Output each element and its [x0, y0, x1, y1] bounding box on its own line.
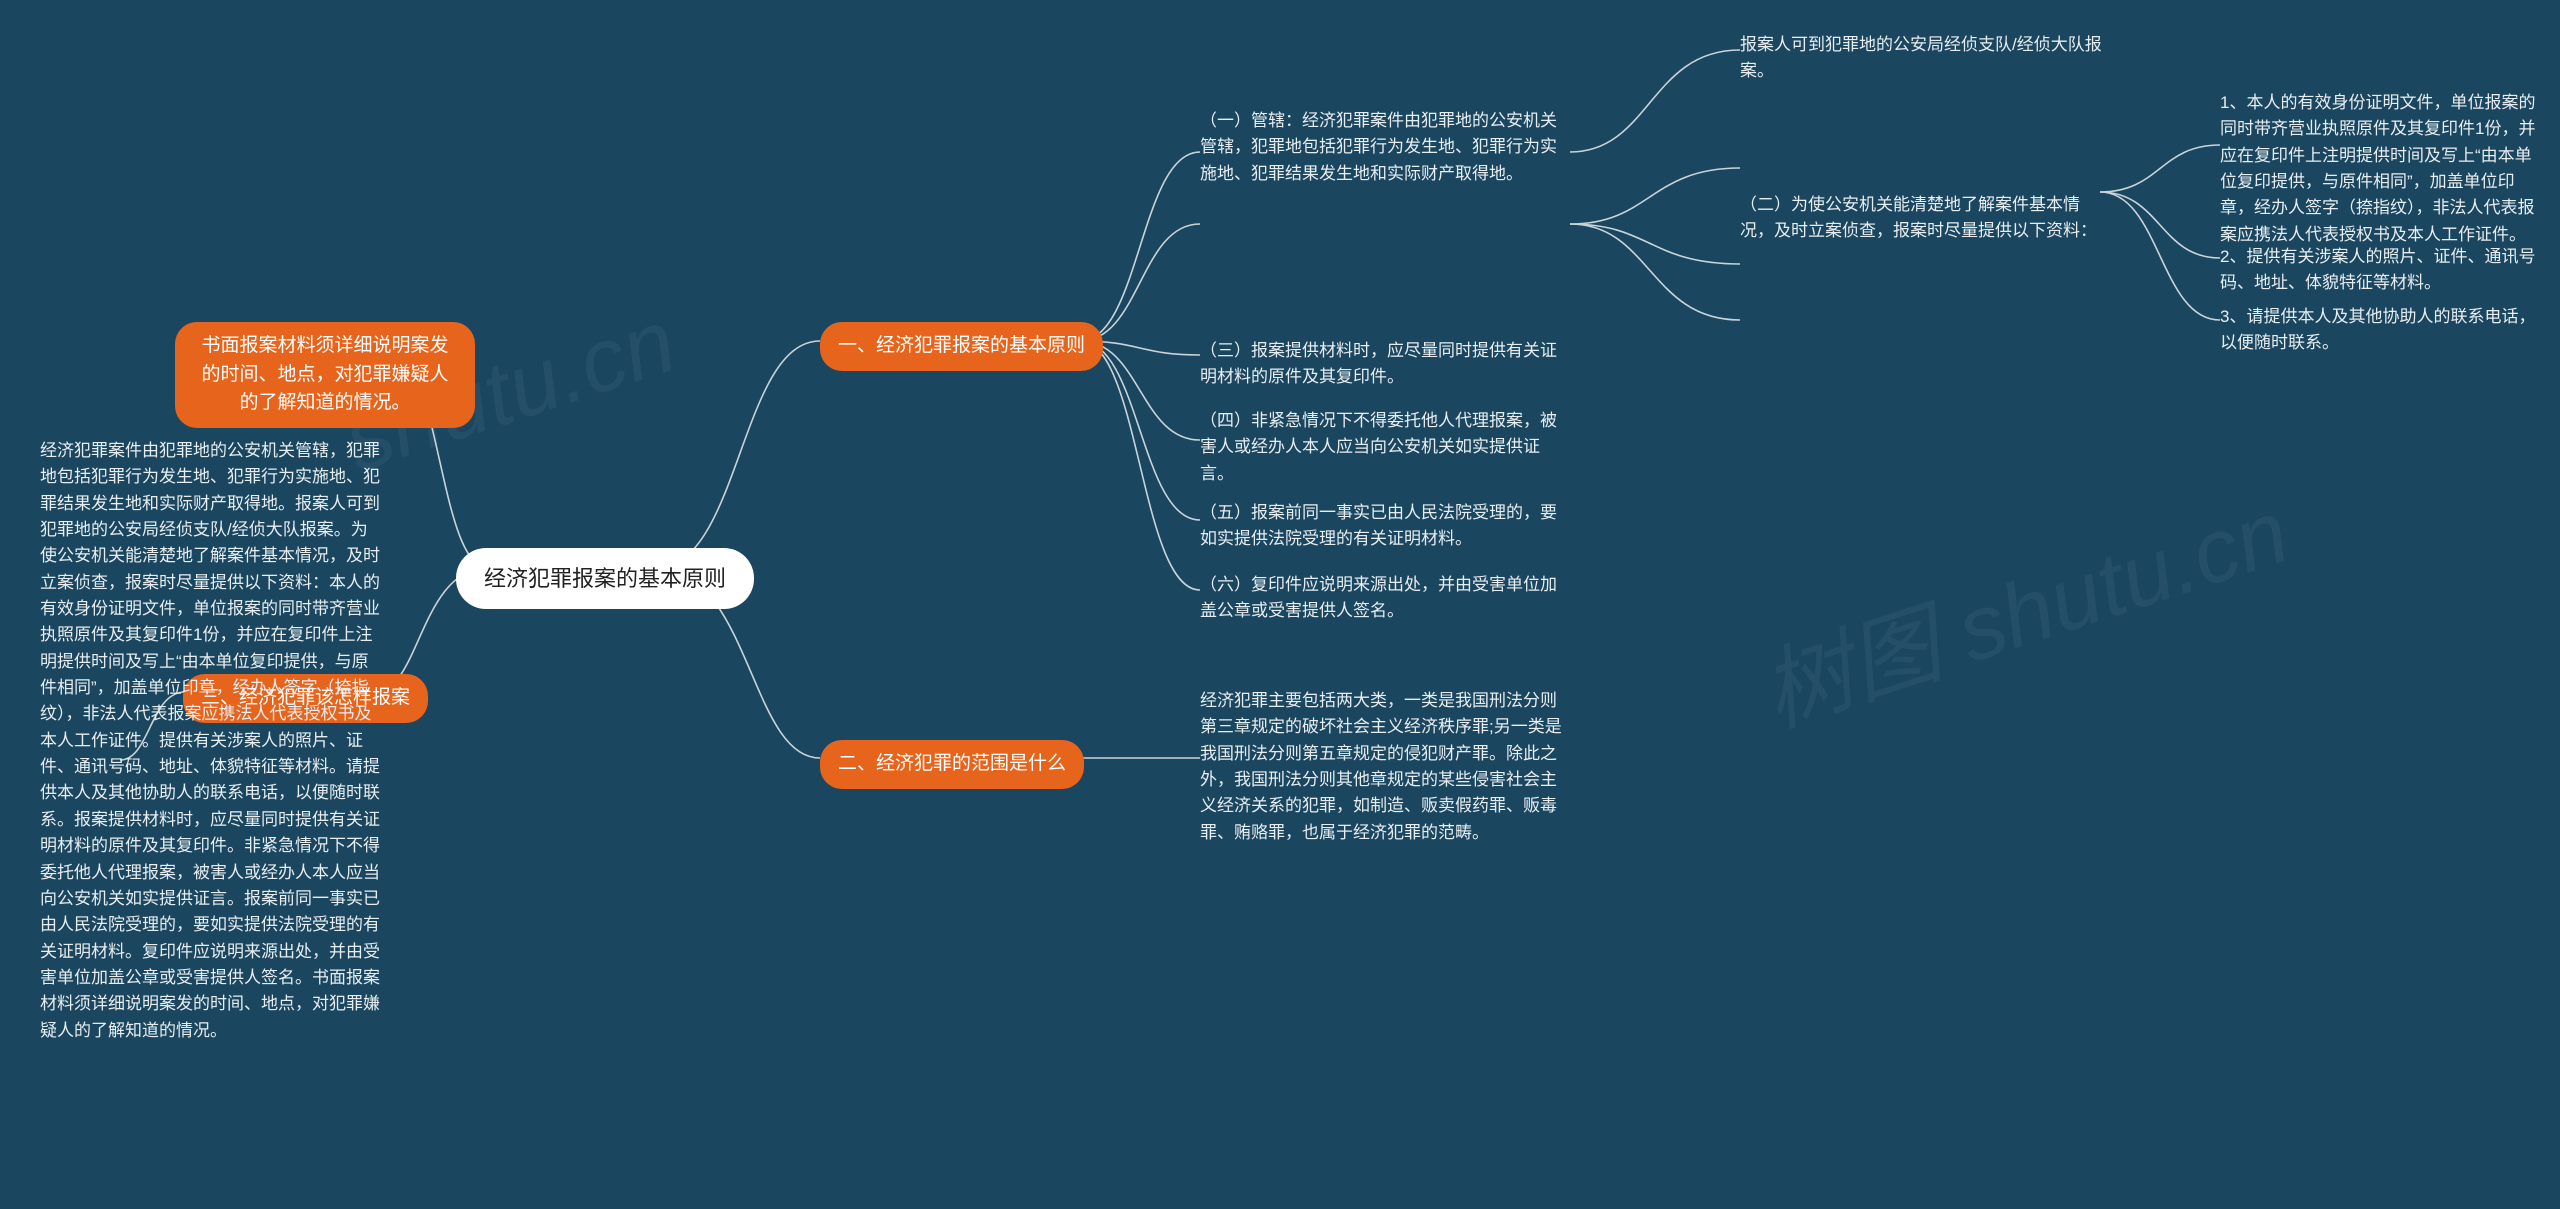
branch-b2: 二、经济犯罪的范围是什么 — [820, 740, 1084, 789]
leaf-c2: （二）为使公安机关能清楚地了解案件基本情况，及时立案侦查，报案时尽量提供以下资料… — [1740, 192, 2110, 245]
leaf-e3-text: 3、请提供本人及其他协助人的联系电话，以便随时联系。 — [2220, 307, 2535, 352]
leaf-c4: （四）非紧急情况下不得委托他人代理报案，被害人或经办人本人应当向公安机关如实提供… — [1200, 408, 1570, 487]
leaf-c2-text: （二）为使公安机关能清楚地了解案件基本情况，及时立案侦查，报案时尽量提供以下资料… — [1740, 195, 2097, 240]
leaf-e2-text: 2、提供有关涉案人的照片、证件、通讯号码、地址、体貌特征等材料。 — [2220, 247, 2535, 292]
branch-b4-label: 书面报案材料须详细说明案发的时间、地点，对犯罪嫌疑人的了解知道的情况。 — [201, 335, 448, 413]
branch-b1: 一、经济犯罪报案的基本原则 — [820, 322, 1103, 371]
leaf-c3: （三）报案提供材料时，应尽量同时提供有关证明材料的原件及其复印件。 — [1200, 338, 1570, 391]
leaf-e2: 2、提供有关涉案人的照片、证件、通讯号码、地址、体貌特征等材料。 — [2220, 244, 2540, 297]
leaf-b2-text-content: 经济犯罪主要包括两大类，一类是我国刑法分则第三章规定的破坏社会主义经济秩序罪;另… — [1200, 691, 1562, 842]
leaf-e1: 1、本人的有效身份证明文件，单位报案的同时带齐营业执照原件及其复印件1份，并应在… — [2220, 90, 2540, 248]
leaf-d1: 报案人可到犯罪地的公安局经侦支队/经侦大队报案。 — [1740, 32, 2110, 85]
leaf-d1-text: 报案人可到犯罪地的公安局经侦支队/经侦大队报案。 — [1740, 35, 2102, 80]
leaf-c5-text: （五）报案前同一事实已由人民法院受理的，要如实提供法院受理的有关证明材料。 — [1200, 503, 1557, 548]
root-label: 经济犯罪报案的基本原则 — [484, 566, 726, 591]
leaf-c6: （六）复印件应说明来源出处，并由受害单位加盖公章或受害提供人签名。 — [1200, 572, 1570, 625]
leaf-e3: 3、请提供本人及其他协助人的联系电话，以便随时联系。 — [2220, 304, 2540, 357]
leaf-b2-text: 经济犯罪主要包括两大类，一类是我国刑法分则第三章规定的破坏社会主义经济秩序罪;另… — [1200, 688, 1570, 846]
mindmap-root: 经济犯罪报案的基本原则 — [456, 548, 754, 609]
leaf-c5: （五）报案前同一事实已由人民法院受理的，要如实提供法院受理的有关证明材料。 — [1200, 500, 1570, 553]
leaf-c4-text: （四）非紧急情况下不得委托他人代理报案，被害人或经办人本人应当向公安机关如实提供… — [1200, 411, 1557, 483]
leaf-c3-text: （三）报案提供材料时，应尽量同时提供有关证明材料的原件及其复印件。 — [1200, 341, 1557, 386]
branch-b1-label: 一、经济犯罪报案的基本原则 — [838, 335, 1085, 356]
leaf-e1-text: 1、本人的有效身份证明文件，单位报案的同时带齐营业执照原件及其复印件1份，并应在… — [2220, 93, 2535, 244]
branch-b2-label: 二、经济犯罪的范围是什么 — [838, 753, 1066, 774]
leaf-c1-text: （一）管辖：经济犯罪案件由犯罪地的公安机关管辖，犯罪地包括犯罪行为发生地、犯罪行… — [1200, 111, 1557, 183]
leaf-b3-text-content: 经济犯罪案件由犯罪地的公安机关管辖，犯罪地包括犯罪行为发生地、犯罪行为实施地、犯… — [40, 441, 380, 1040]
leaf-b3-text: 经济犯罪案件由犯罪地的公安机关管辖，犯罪地包括犯罪行为发生地、犯罪行为实施地、犯… — [40, 438, 380, 1044]
watermark: 树图 shutu.cn — [1743, 459, 2302, 751]
leaf-c6-text: （六）复印件应说明来源出处，并由受害单位加盖公章或受害提供人签名。 — [1200, 575, 1557, 620]
branch-b4: 书面报案材料须详细说明案发的时间、地点，对犯罪嫌疑人的了解知道的情况。 — [175, 322, 475, 428]
leaf-c1: （一）管辖：经济犯罪案件由犯罪地的公安机关管辖，犯罪地包括犯罪行为发生地、犯罪行… — [1200, 108, 1570, 187]
